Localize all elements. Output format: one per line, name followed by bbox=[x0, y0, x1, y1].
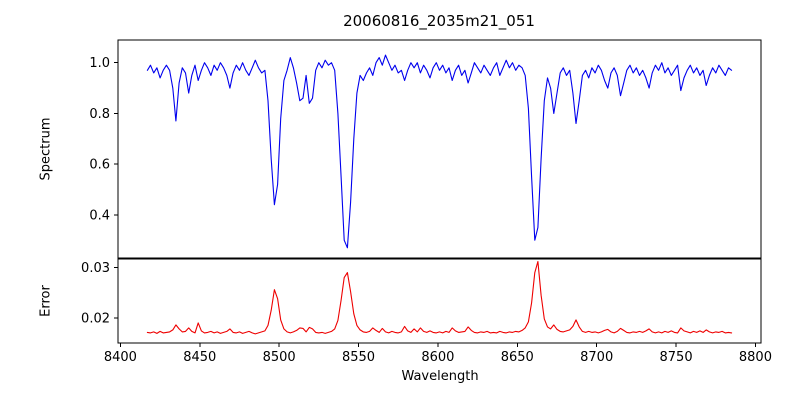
x-tick-label: 8600 bbox=[421, 350, 454, 365]
x-tick-label: 8750 bbox=[660, 350, 693, 365]
y-axis-label-spectrum: Spectrum bbox=[38, 117, 54, 181]
chart-title: 20060816_2035m21_051 bbox=[343, 12, 535, 30]
spectrum-panel-spine bbox=[117, 39, 762, 259]
y-tick-label: 0.8 bbox=[89, 107, 110, 122]
y-tick-label: 0.4 bbox=[89, 208, 110, 223]
y-tick-label: 1.0 bbox=[89, 56, 110, 71]
x-tick-label: 8650 bbox=[501, 350, 534, 365]
x-tick-label: 8800 bbox=[739, 350, 772, 365]
y-tick-label: 0.6 bbox=[89, 158, 110, 173]
error-panel-spine bbox=[117, 258, 762, 344]
x-axis-label: Wavelength bbox=[401, 369, 479, 384]
y-axis-label-error: Error bbox=[38, 285, 54, 317]
x-tick-label: 8700 bbox=[580, 350, 613, 365]
spectrum-line bbox=[146, 54, 733, 249]
x-tick-label: 8400 bbox=[104, 350, 137, 365]
x-tick-label: 8500 bbox=[263, 350, 296, 365]
y-tick-label: 0.02 bbox=[81, 311, 110, 326]
x-tick-label: 8450 bbox=[183, 350, 216, 365]
y-tick-label: 0.03 bbox=[81, 261, 110, 276]
error-line bbox=[146, 260, 733, 335]
x-tick-label: 8550 bbox=[342, 350, 375, 365]
